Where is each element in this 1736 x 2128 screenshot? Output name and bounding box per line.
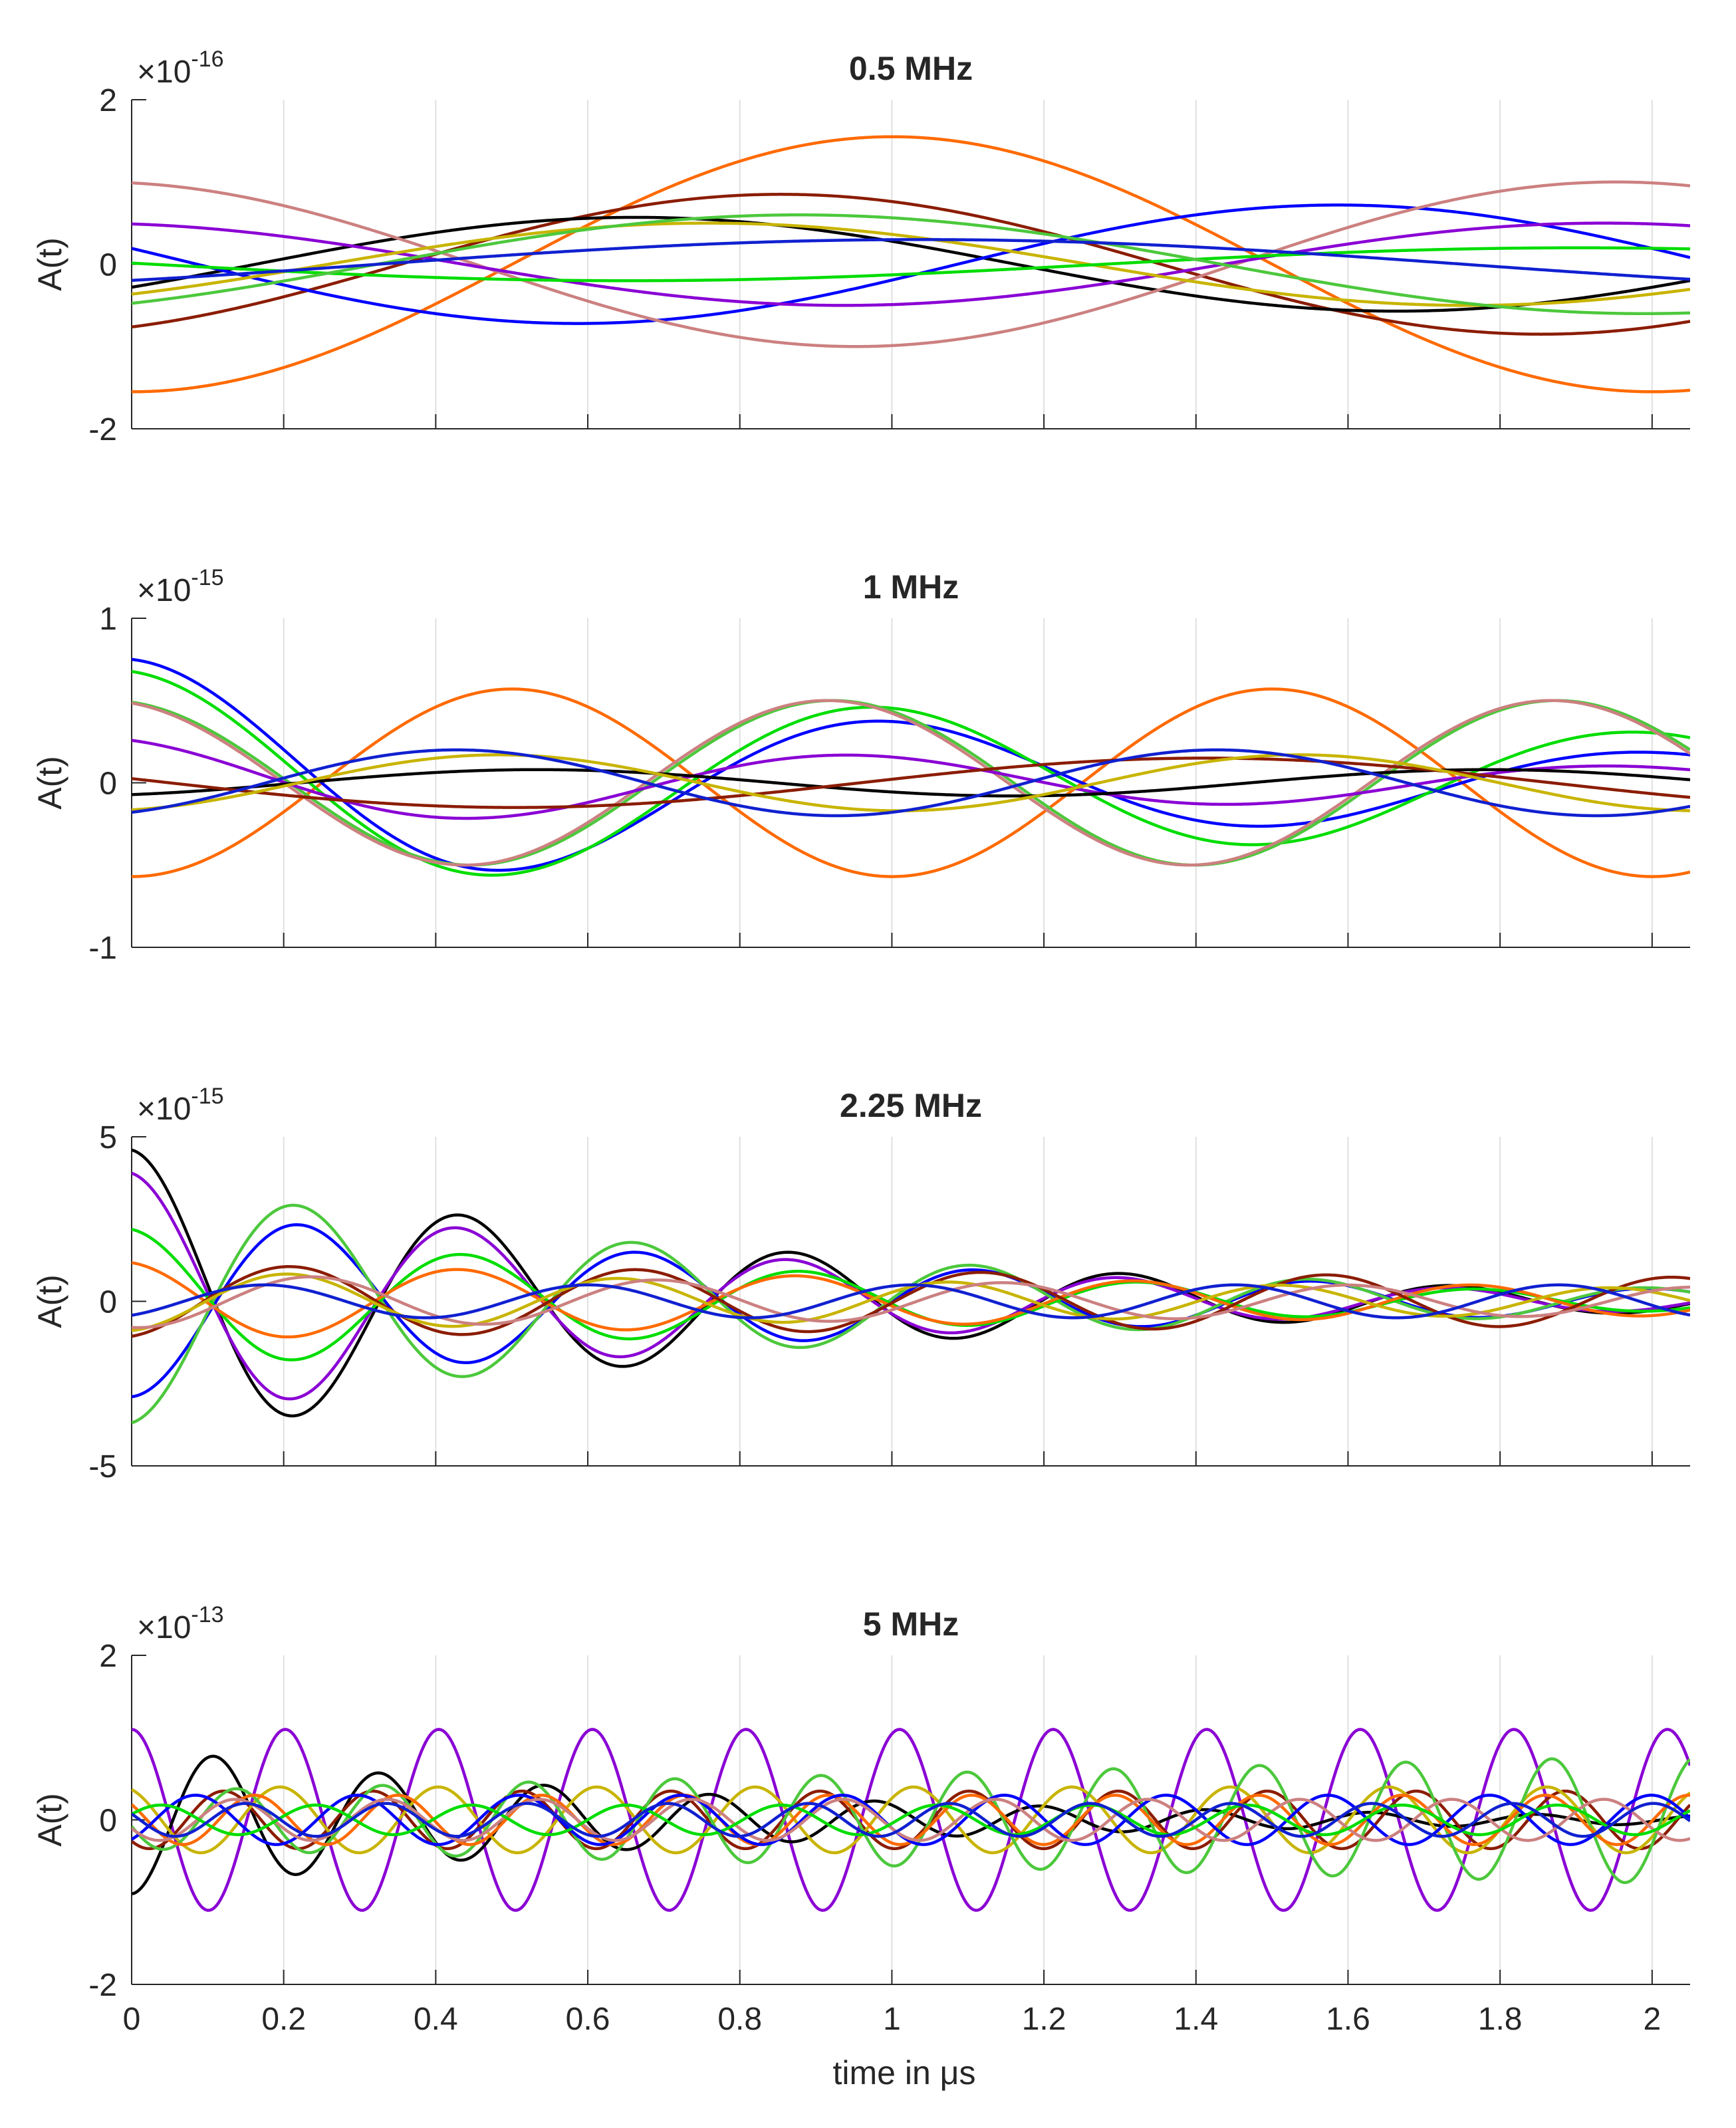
y-tick-label: 0 [99, 1804, 117, 1839]
y-tick-label: 0 [99, 248, 117, 283]
y-axis-label: A(t) [31, 1793, 68, 1847]
x-tick-label: 1 [883, 2002, 901, 2037]
series-orange [132, 135, 1690, 394]
series-brown [132, 757, 1690, 809]
y-tick-label: 5 [99, 1120, 117, 1155]
subplot-title: 2.25 MHz [840, 1087, 982, 1124]
x-tick-label: 0.2 [261, 2002, 306, 2037]
series-rose [132, 1798, 1690, 1842]
y-tick-label: -2 [88, 412, 117, 447]
y-tick-label: -1 [88, 931, 117, 966]
series-rose [132, 180, 1690, 348]
series-black [132, 1148, 1690, 1418]
series-purple [132, 739, 1690, 820]
exponent-label: ×10-15 [137, 1084, 224, 1127]
x-tick-label: 0.4 [414, 2002, 458, 2037]
series-brown [132, 193, 1690, 336]
series-blue [132, 1794, 1690, 1846]
y-tick-label: -5 [88, 1449, 117, 1484]
subplot-title: 5 MHz [863, 1605, 959, 1643]
x-tick-label: 1.4 [1174, 2002, 1218, 2037]
series-purple [132, 1728, 1690, 1912]
series-black [132, 215, 1690, 313]
subplot-title: 0.5 MHz [849, 50, 973, 87]
series-group [132, 1728, 1690, 1912]
subplot-title: 1 MHz [863, 568, 959, 606]
series-group [132, 1148, 1690, 1425]
y-tick-label: 0 [99, 767, 117, 802]
series-blue-2 [132, 1283, 1690, 1320]
series-light-green [132, 213, 1690, 315]
subplot-1: -2 0 2 0.5 MHz ×10-16 A(t) [31, 47, 1690, 447]
series-rose [132, 699, 1690, 867]
series-orange [132, 1261, 1690, 1339]
y-tick-label: 1 [99, 602, 117, 637]
series-green [132, 246, 1690, 283]
series-blue [132, 203, 1690, 325]
x-tick-label: 0 [123, 2002, 141, 2037]
x-tick-label: 1.2 [1022, 2002, 1066, 2037]
exponent-label: ×10-13 [137, 1602, 224, 1645]
series-light-green [132, 1757, 1690, 1885]
series-rose [132, 1275, 1690, 1330]
subplot-3: -5 0 5 2.25 MHz ×10-15 A(t) [31, 1084, 1690, 1484]
series-group [132, 135, 1690, 394]
y-axis-label: A(t) [31, 237, 68, 291]
series-blue-2 [132, 238, 1690, 283]
series-green [132, 669, 1690, 877]
x-tick-label: 0.8 [717, 2002, 762, 2037]
series-orange [132, 687, 1690, 878]
series-blue [132, 657, 1690, 872]
exponent-label: ×10-15 [137, 565, 224, 608]
y-tick-label: 2 [99, 1639, 117, 1674]
series-blue-2 [132, 748, 1690, 818]
y-tick-label: 0 [99, 1285, 117, 1320]
y-tick-label: -2 [88, 1968, 117, 2003]
series-light-green [132, 699, 1690, 867]
series-group [132, 657, 1690, 878]
x-tick-label: 0.6 [566, 2002, 610, 2037]
y-tick-label: 2 [99, 83, 117, 118]
series-orange [132, 1794, 1690, 1846]
series-green [132, 1803, 1690, 1837]
y-axis-label: A(t) [31, 1274, 68, 1328]
series-olive [132, 1785, 1690, 1855]
y-axis-label: A(t) [31, 756, 68, 810]
series-blue [132, 1223, 1690, 1399]
x-tick-label: 2 [1643, 2002, 1661, 2037]
subplot-2: -1 0 1 1 MHz ×10-15 A(t) [31, 565, 1690, 966]
exponent-label: ×10-16 [137, 47, 224, 90]
x-tick-label: 1.8 [1478, 2002, 1523, 2037]
series-olive [132, 221, 1690, 307]
series-blue-2 [132, 1802, 1690, 1838]
x-axis-label: time in μs [833, 2054, 976, 2091]
x-tick-label: 1.6 [1326, 2002, 1370, 2037]
